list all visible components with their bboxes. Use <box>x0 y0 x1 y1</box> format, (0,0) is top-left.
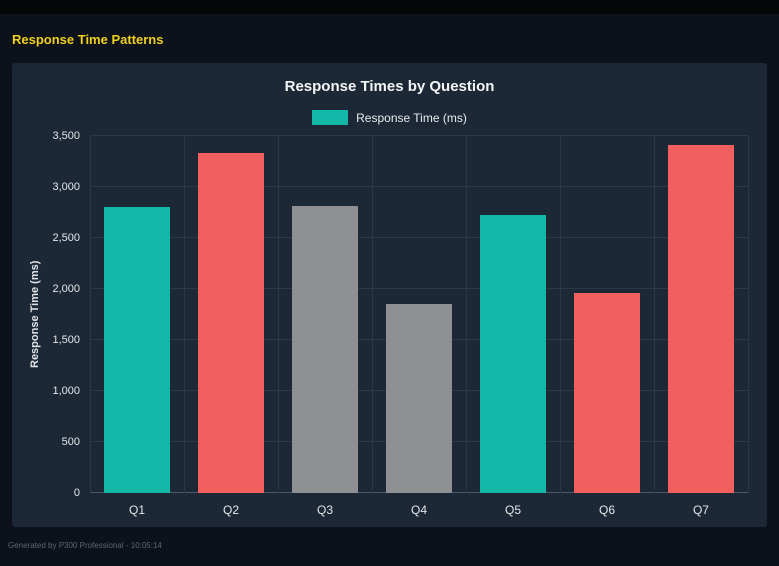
h-gridline <box>90 186 748 187</box>
v-gridline <box>278 136 279 493</box>
v-gridline <box>654 136 655 493</box>
bar-q2[interactable] <box>198 153 264 493</box>
h-gridline <box>90 288 748 289</box>
y-tick-label: 1,000 <box>52 385 80 398</box>
y-tick-label: 3,500 <box>52 130 80 142</box>
footer-note: Generated by P300 Professional - 10:05:1… <box>8 541 162 550</box>
v-gridline <box>184 136 185 493</box>
h-gridline <box>90 135 748 136</box>
chart-panel: Response Times by Question Response Time… <box>12 63 767 527</box>
bar-q5[interactable] <box>480 214 546 493</box>
v-gridline <box>466 136 467 493</box>
y-tick-label: 0 <box>73 487 80 499</box>
bar-q6[interactable] <box>574 293 640 493</box>
h-gridline <box>90 237 748 238</box>
x-tick-label: Q5 <box>504 503 522 517</box>
plot-area <box>90 135 749 493</box>
v-gridline <box>372 136 373 493</box>
bar-q7[interactable] <box>668 145 734 493</box>
y-axis: 0 500 1,000 1,500 2,000 2,500 3,000 3,500 <box>12 130 80 499</box>
chart-title: Response Times by Question <box>284 78 495 95</box>
y-tick-label: 2,500 <box>52 232 80 244</box>
y-tick-label: 500 <box>61 436 80 449</box>
y-tick-label: 3,000 <box>52 181 80 193</box>
x-tick-label: Q1 <box>128 503 146 517</box>
chart-legend[interactable]: Response Time (ms) <box>12 110 767 125</box>
top-bar <box>0 0 779 14</box>
v-gridline <box>90 136 91 493</box>
x-tick-label: Q2 <box>222 503 240 517</box>
x-tick-label: Q7 <box>692 503 709 517</box>
y-tick-label: 2,000 <box>52 283 80 296</box>
y-tick-label: 1,500 <box>52 334 80 346</box>
x-tick-label: Q4 <box>410 503 428 517</box>
bar-q1[interactable] <box>104 207 170 493</box>
x-tick-label: Q6 <box>598 503 616 517</box>
v-gridline <box>560 136 561 493</box>
x-axis: Q1 Q2 Q3 Q4 Q5 Q6 Q7 <box>90 503 748 521</box>
x-tick-label: Q3 <box>316 503 334 517</box>
legend-label: Response Time (ms) <box>356 110 467 125</box>
page-title: Response Time Patterns <box>12 32 164 47</box>
bar-q4[interactable] <box>386 304 452 493</box>
bar-q3[interactable] <box>292 206 358 493</box>
legend-swatch <box>312 110 349 125</box>
v-gridline <box>748 136 749 493</box>
